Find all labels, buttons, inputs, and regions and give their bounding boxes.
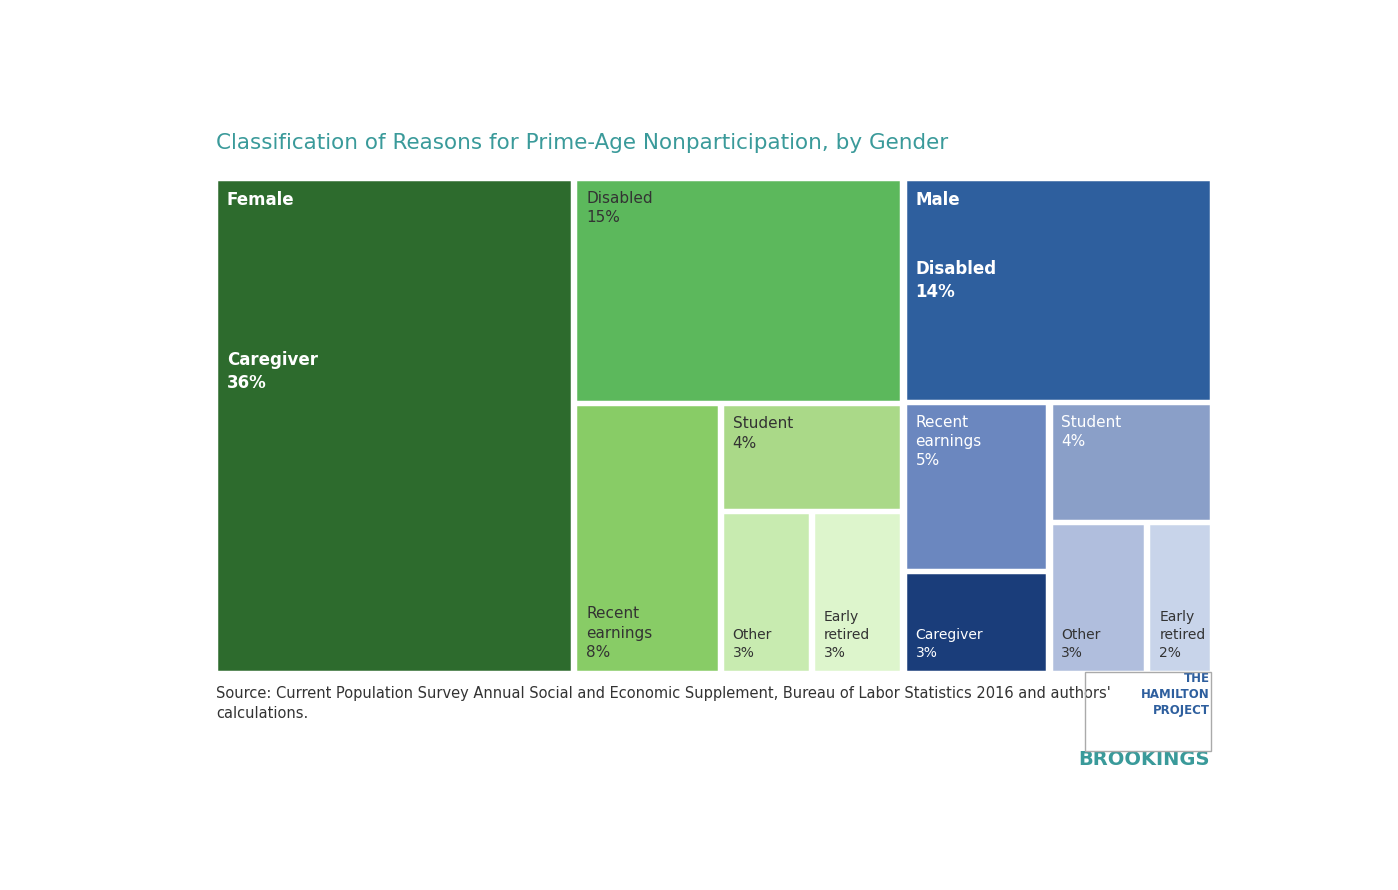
Text: Disabled
15%: Disabled 15% xyxy=(586,191,653,225)
Text: Recent
earnings
5%: Recent earnings 5% xyxy=(916,415,981,468)
Text: Early
retired
3%: Early retired 3% xyxy=(823,611,871,659)
Bar xyxy=(1050,523,1145,672)
Text: THE
HAMILTON
PROJECT: THE HAMILTON PROJECT xyxy=(1141,672,1209,717)
Text: Male


Disabled
14%: Male Disabled 14% xyxy=(916,191,997,301)
Bar xyxy=(575,179,902,402)
Text: Caregiver
3%: Caregiver 3% xyxy=(916,628,983,659)
Bar xyxy=(905,179,1211,400)
Bar xyxy=(814,513,902,672)
Bar xyxy=(721,513,809,672)
Bar xyxy=(905,572,1047,672)
Bar xyxy=(1050,402,1211,522)
Bar xyxy=(1149,523,1211,672)
Text: Other
3%: Other 3% xyxy=(1061,628,1100,659)
Text: BROOKINGS: BROOKINGS xyxy=(1078,749,1209,769)
Bar xyxy=(575,404,719,672)
Text: Student
4%: Student 4% xyxy=(733,417,793,450)
Text: Female






Caregiver
36%: Female Caregiver 36% xyxy=(226,191,317,392)
Text: Other
3%: Other 3% xyxy=(733,628,772,659)
Bar xyxy=(215,179,572,672)
Bar xyxy=(721,404,902,510)
Text: Source: Current Population Survey Annual Social and Economic Supplement, Bureau : Source: Current Population Survey Annual… xyxy=(215,686,1110,721)
Bar xyxy=(905,402,1047,570)
Text: Classification of Reasons for Prime-Age Nonparticipation, by Gender: Classification of Reasons for Prime-Age … xyxy=(215,133,948,153)
Text: Early
retired
2%: Early retired 2% xyxy=(1159,611,1205,659)
Text: Student
4%: Student 4% xyxy=(1061,415,1121,449)
Text: Recent
earnings
8%: Recent earnings 8% xyxy=(586,606,653,659)
